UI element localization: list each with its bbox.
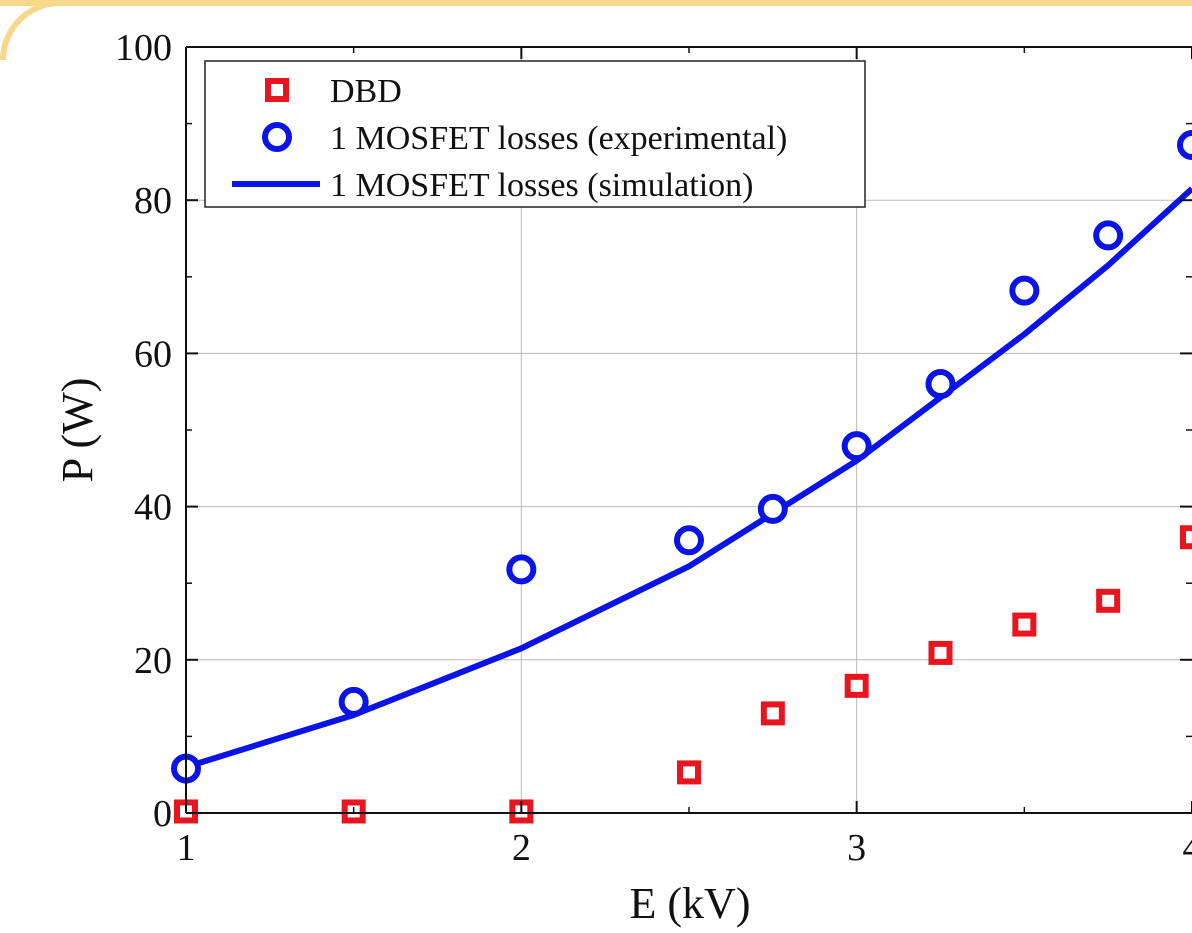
dbd-point [928,640,953,665]
marker-series [171,130,1192,824]
x-tick-label: 4 [1183,827,1192,869]
dbd-point [844,673,869,698]
y-tick-label: 40 [134,487,172,529]
legend-dbd-marker [265,78,289,102]
mosfet-exp-point [674,525,704,556]
legend-label: 1 MOSFET losses (experimental) [330,120,787,157]
y-tick-label: 20 [134,640,172,682]
legend: DBD 1 MOSFET losses (experimental) 1 MOSFE… [204,60,866,208]
mosfet-exp-point [1009,275,1040,306]
mosfet-exp-point [925,369,956,400]
x-tick-label: 3 [847,827,866,869]
y-tick-label: 100 [115,27,172,69]
mosfet-exp-point [1093,220,1124,251]
legend-label: DBD [330,73,402,110]
mosfet-exp-point [841,431,872,462]
dbd-point [1180,525,1192,550]
dbd-point [760,701,785,726]
dbd-point [1096,588,1121,613]
y-tick-label: 80 [134,180,172,222]
x-tick-label: 1 [177,827,196,869]
y-axis-label: P (W) [53,378,102,483]
top-frame-border [0,0,1192,6]
y-tick-label: 60 [134,333,172,375]
simulation-series [185,186,1192,770]
y-tick-label: 0 [153,793,172,835]
mosfet-exp-point [1177,130,1192,161]
legend-label: 1 MOSFET losses (simulation) [330,167,753,204]
x-axis-label: E (kV) [630,879,751,928]
axes [185,46,1192,814]
mosfet-exp-point [338,686,369,717]
x-tick-label: 2 [512,827,531,869]
legend-exp-marker [262,122,292,152]
mosfet-exp-point [506,554,537,585]
dbd-point [1012,612,1037,637]
mosfet-exp-point [757,493,788,524]
dbd-point [677,760,701,785]
simulation-line [185,186,1192,770]
